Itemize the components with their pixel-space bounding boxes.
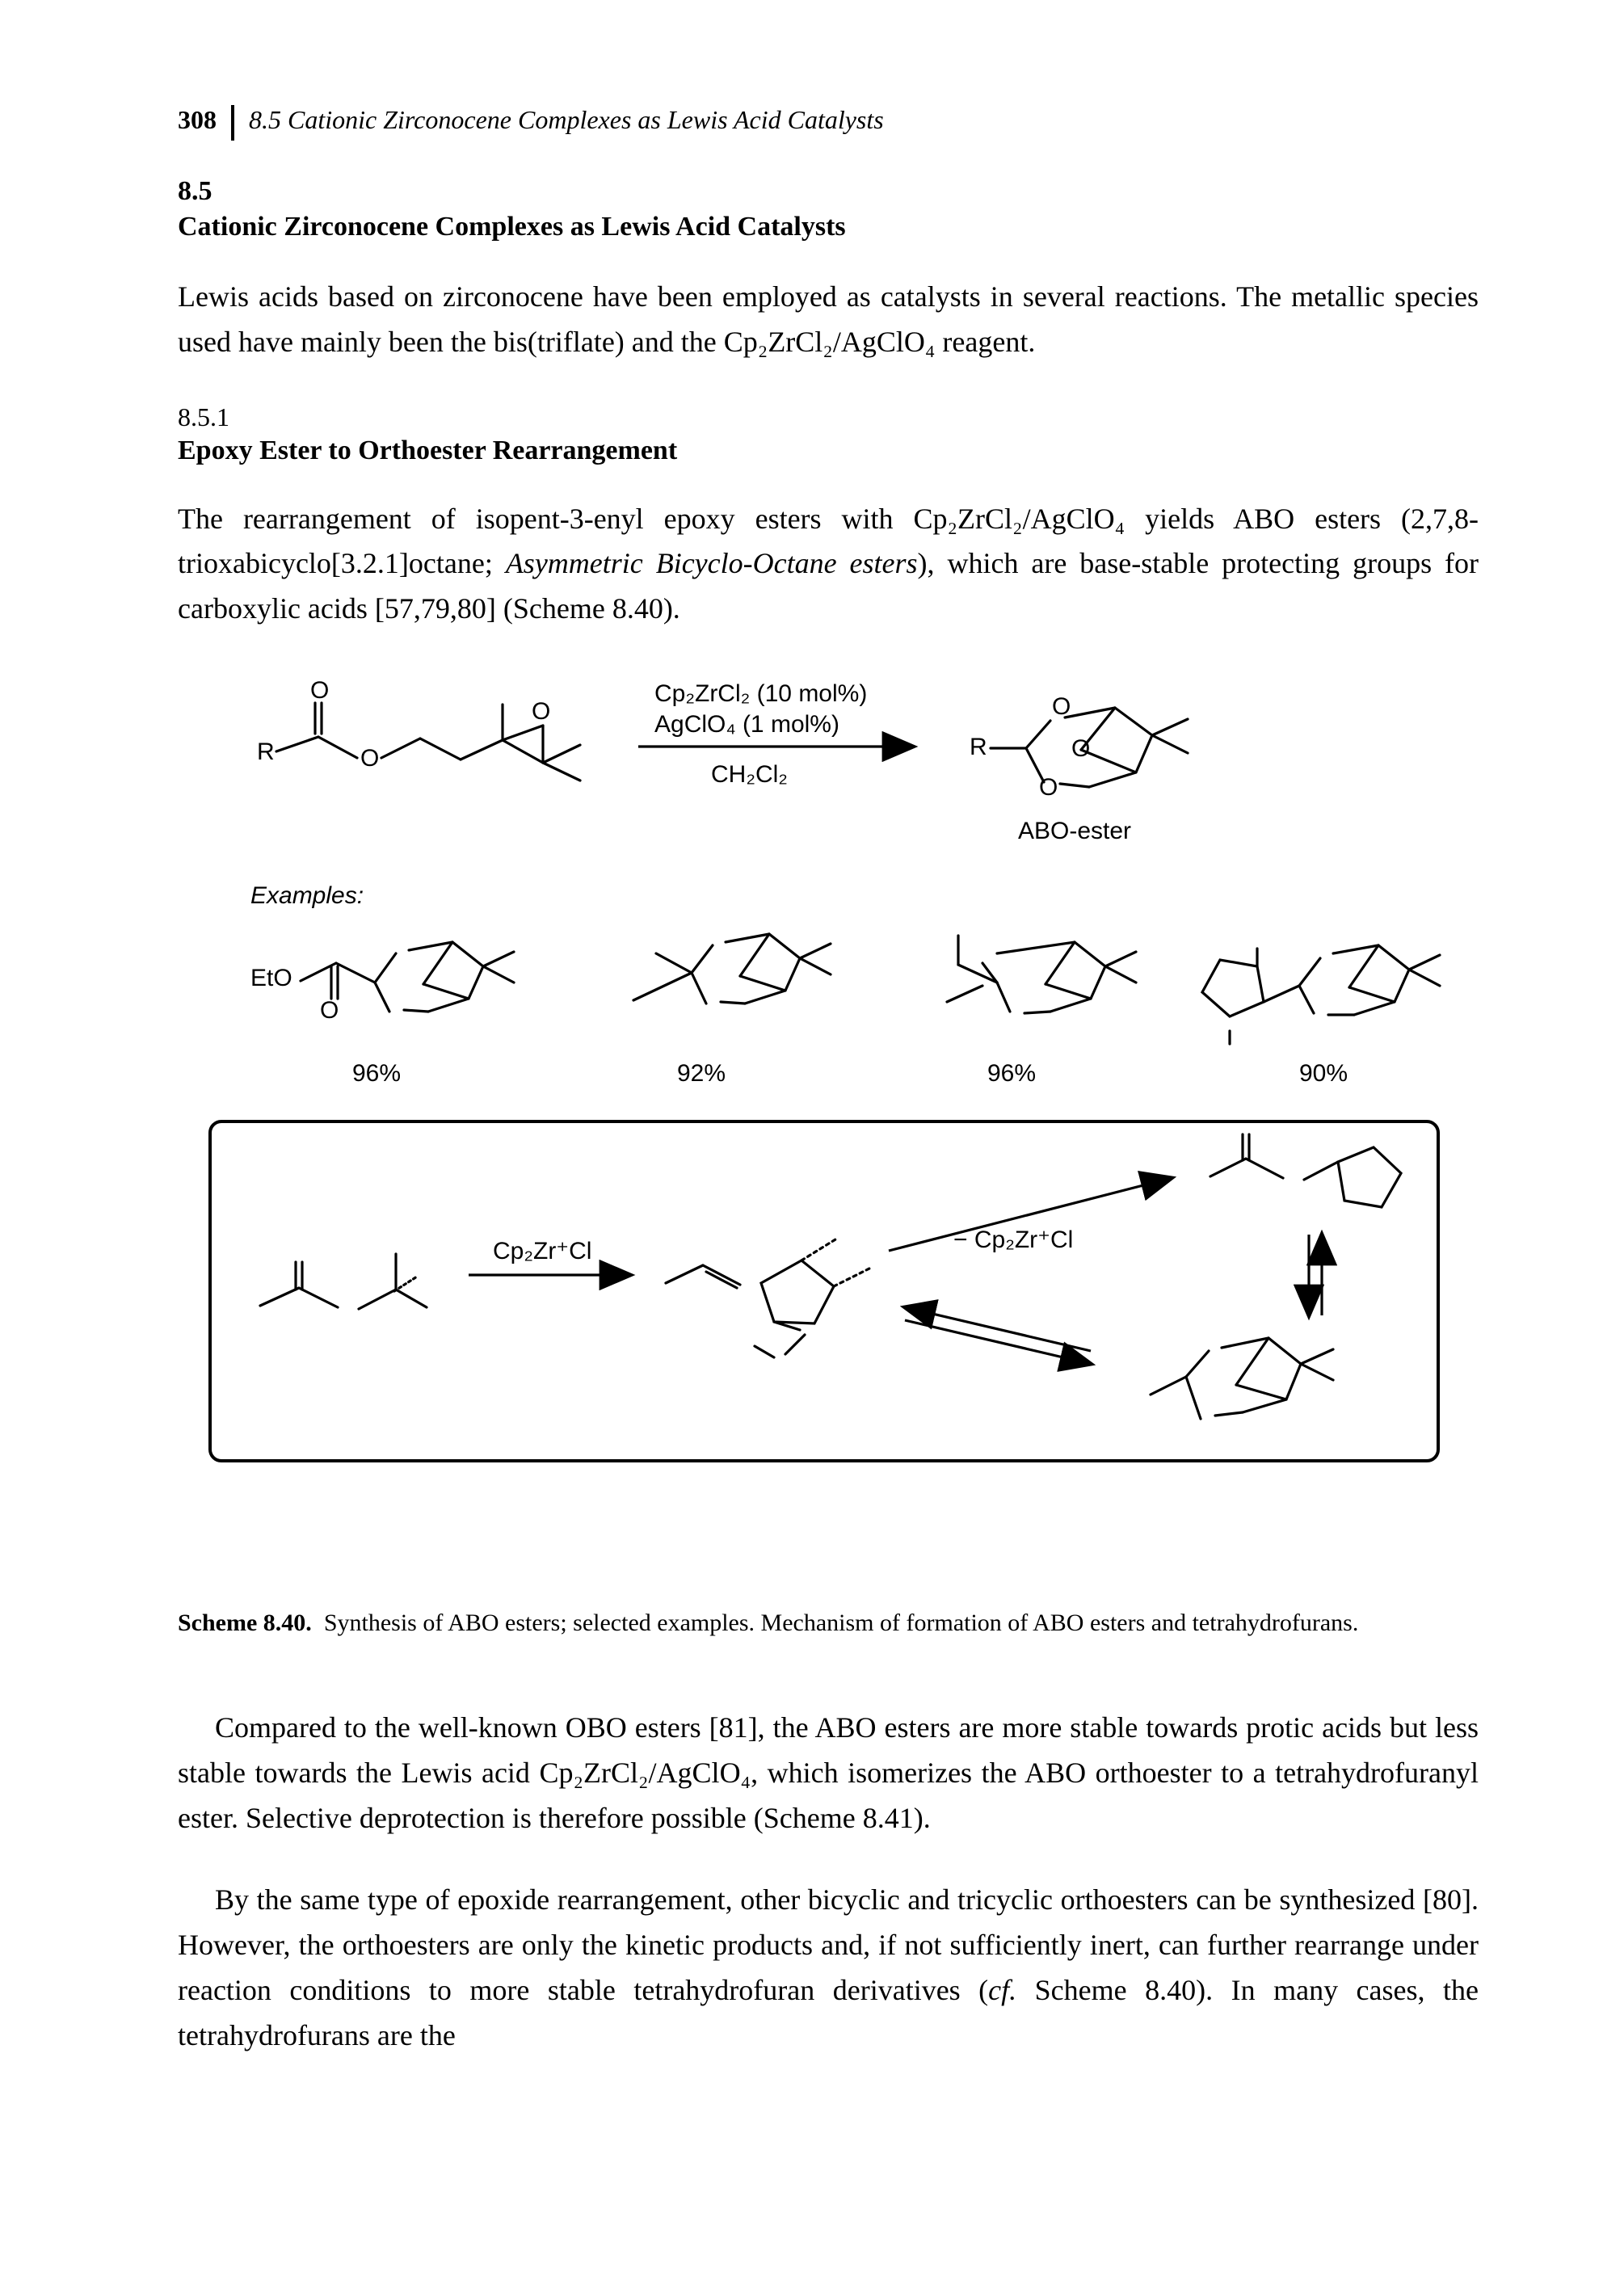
example-yield: 92% bbox=[677, 1060, 726, 1087]
page-header: 308 8.5 Cationic Zirconocene Complexes a… bbox=[178, 105, 1479, 141]
header-rule bbox=[231, 105, 234, 141]
subsection-number: 8.5.1 bbox=[178, 402, 1479, 432]
svg-text:O: O bbox=[339, 1296, 358, 1323]
caption-label: Scheme 8.40. bbox=[178, 1609, 312, 1636]
svg-text:O: O bbox=[743, 1272, 762, 1298]
svg-text:CbzHN: CbzHN bbox=[856, 989, 935, 1016]
svg-text:O: O bbox=[1205, 1332, 1224, 1358]
example-3: OTBPS CbzHN O O O bbox=[856, 908, 1136, 1087]
svg-text:Boc: Boc bbox=[1212, 1039, 1254, 1066]
svg-text:R: R bbox=[1191, 1162, 1209, 1189]
svg-text:O: O bbox=[1285, 1167, 1303, 1193]
svg-text:O: O bbox=[310, 677, 329, 704]
scheme-caption: Scheme 8.40. Synthesis of ABO esters; se… bbox=[178, 1605, 1479, 1641]
svg-text:O: O bbox=[1003, 1004, 1022, 1030]
svg-text:EtO: EtO bbox=[250, 965, 292, 991]
example-4: H N Boc O O O bbox=[1202, 926, 1440, 1087]
svg-text:HO: HO bbox=[590, 987, 626, 1014]
svg-text:+: + bbox=[759, 1251, 770, 1271]
product-label: ABO-ester bbox=[1018, 818, 1131, 844]
svg-text:R: R bbox=[970, 734, 987, 760]
svg-text:O: O bbox=[1238, 1125, 1256, 1151]
svg-text:OTBPS: OTBPS bbox=[921, 908, 1003, 935]
svg-text:O: O bbox=[532, 698, 550, 725]
page-number: 308 bbox=[178, 105, 217, 135]
example-yield: 90% bbox=[1299, 1060, 1348, 1087]
reagent-line-1: Cp₂ZrCl₂ (10 mol%) bbox=[654, 680, 867, 707]
svg-text:Cl: Cl bbox=[729, 1333, 751, 1360]
running-title: 8.5 Cationic Zirconocene Complexes as Le… bbox=[249, 105, 884, 135]
svg-text:O: O bbox=[420, 1299, 439, 1326]
svg-text:O: O bbox=[417, 970, 435, 996]
example-yield: 96% bbox=[352, 1060, 401, 1087]
closing-paragraph-3: By the same type of epoxide rearrangemen… bbox=[178, 1878, 1479, 2058]
mech-reagent-2: − Cp₂Zr⁺Cl bbox=[953, 1227, 1073, 1253]
intro-paragraph: Lewis acids based on zirconocene have be… bbox=[178, 275, 1479, 365]
svg-text:O: O bbox=[1343, 973, 1361, 999]
section-number: 8.5 bbox=[178, 176, 1479, 207]
svg-text:R: R bbox=[646, 1269, 664, 1295]
closing-paragraph-2: Compared to the well-known OBO esters [8… bbox=[178, 1706, 1479, 1841]
svg-text:R: R bbox=[257, 738, 275, 765]
para-italic: cf. bbox=[988, 1974, 1016, 2006]
svg-text:O: O bbox=[320, 997, 339, 1024]
subsection-title: Epoxy Ester to Orthoester Rearrangement bbox=[178, 435, 1479, 466]
example-2: CbzHN HO O O O bbox=[566, 921, 831, 1087]
caption-text: Synthesis of ABO esters; selected exampl… bbox=[324, 1609, 1359, 1636]
svg-text:R: R bbox=[241, 1291, 259, 1318]
example-yield: 96% bbox=[987, 1060, 1036, 1087]
svg-text:O: O bbox=[711, 921, 730, 948]
svg-text:Zr: Zr bbox=[761, 1346, 784, 1373]
scheme-svg: O R O O bbox=[178, 669, 1470, 1582]
scheme-figure: O R O O bbox=[178, 669, 1479, 1582]
svg-text:R: R bbox=[1131, 1380, 1149, 1407]
svg-text:O: O bbox=[1317, 932, 1336, 959]
example-1: EtO O O O O bbox=[250, 928, 514, 1087]
section-title: Cationic Zirconocene Complexes as Lewis … bbox=[178, 212, 1479, 242]
svg-text:Cp₂: Cp₂ bbox=[753, 1375, 788, 1399]
svg-text:O: O bbox=[289, 1252, 308, 1279]
mech-reagent-1: Cp₂Zr⁺Cl bbox=[493, 1238, 591, 1264]
svg-text:O: O bbox=[360, 745, 379, 772]
reagent-line-2: AgClO₄ (1 mol%) bbox=[654, 711, 839, 738]
subsection-paragraph-1: The rearrangement of isopent-3-enyl epox… bbox=[178, 497, 1479, 632]
examples-label: Examples: bbox=[250, 882, 364, 909]
svg-text:CbzHN: CbzHN bbox=[566, 939, 644, 966]
solvent-label: CH₂Cl₂ bbox=[711, 761, 788, 788]
para-italic: Asymmetric Bicyclo-Octane esters bbox=[506, 547, 918, 579]
